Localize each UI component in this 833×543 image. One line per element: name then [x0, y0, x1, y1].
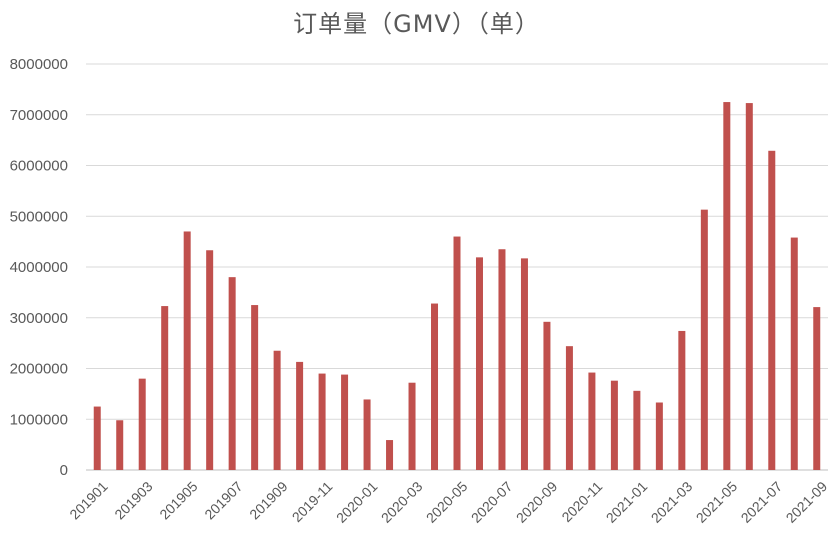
- y-tick-label: 1000000: [10, 411, 68, 428]
- bar: [273, 350, 281, 470]
- bar: [431, 303, 439, 470]
- bar: [363, 399, 371, 470]
- x-tick-label: 2020-11: [558, 478, 605, 525]
- bar: [93, 406, 101, 470]
- bars: [93, 102, 821, 470]
- bar: [565, 346, 573, 470]
- bar: [543, 321, 551, 470]
- bar: [723, 102, 731, 470]
- x-tick-label: 2020-09: [513, 478, 561, 526]
- x-tick-label: 2021-01: [603, 478, 651, 526]
- y-axis-ticks: 0 1000000 2000000 3000000 4000000 5000000 6000…: [10, 56, 68, 479]
- bar: [251, 305, 259, 470]
- bar: [161, 306, 169, 470]
- x-tick-label: 201903: [111, 478, 155, 522]
- y-tick-label: 7000000: [10, 107, 68, 124]
- y-tick-label: 6000000: [10, 158, 68, 175]
- x-tick-label: 2019-11: [289, 478, 336, 525]
- bar: [228, 277, 236, 470]
- bar: [318, 373, 326, 470]
- x-tick-label: 201907: [201, 478, 245, 522]
- bar: [453, 236, 461, 470]
- y-tick-label: 8000000: [10, 56, 68, 73]
- bar: [610, 380, 618, 470]
- y-tick-label: 4000000: [10, 259, 68, 276]
- x-axis-ticks: 201901 201903 201905 201907 2019092019-11202…: [66, 478, 830, 526]
- y-tick-label: 2000000: [10, 361, 68, 378]
- x-tick-label: 2020-01: [333, 478, 381, 526]
- bar: [813, 307, 821, 470]
- bar: [498, 249, 506, 470]
- bar: [588, 372, 596, 470]
- x-tick-label: 2021-07: [738, 478, 786, 526]
- x-tick-label: 201901: [66, 478, 110, 522]
- x-tick-label: 2020-03: [378, 478, 426, 526]
- bar: [678, 330, 686, 470]
- x-tick-label: 2020-05: [423, 478, 471, 526]
- x-tick-label: 2021-05: [693, 478, 741, 526]
- bar: [745, 103, 753, 470]
- bar: [341, 374, 349, 470]
- x-tick-label: 2020-07: [468, 478, 516, 526]
- bar: [408, 382, 416, 470]
- x-tick-label: 201909: [246, 478, 290, 522]
- x-tick-label: 2021-09: [783, 478, 831, 526]
- bar: [475, 257, 483, 470]
- chart-title: 订单量（GMV）（单）: [293, 10, 540, 38]
- bar: [386, 440, 394, 470]
- x-tick-label: 201905: [156, 478, 200, 522]
- bar: [768, 150, 776, 470]
- bar: [633, 390, 641, 470]
- y-tick-label: 3000000: [10, 310, 68, 327]
- bar: [206, 250, 214, 470]
- bar: [138, 378, 146, 470]
- bar: [296, 361, 304, 470]
- x-tick-label: 2021-03: [648, 478, 696, 526]
- bar: [183, 231, 191, 470]
- y-tick-label: 0: [60, 462, 68, 479]
- bar: [116, 420, 124, 470]
- bar: [655, 402, 663, 470]
- bar: [700, 209, 708, 470]
- bar: [790, 237, 798, 470]
- y-tick-label: 5000000: [10, 208, 68, 225]
- bar: [520, 258, 528, 470]
